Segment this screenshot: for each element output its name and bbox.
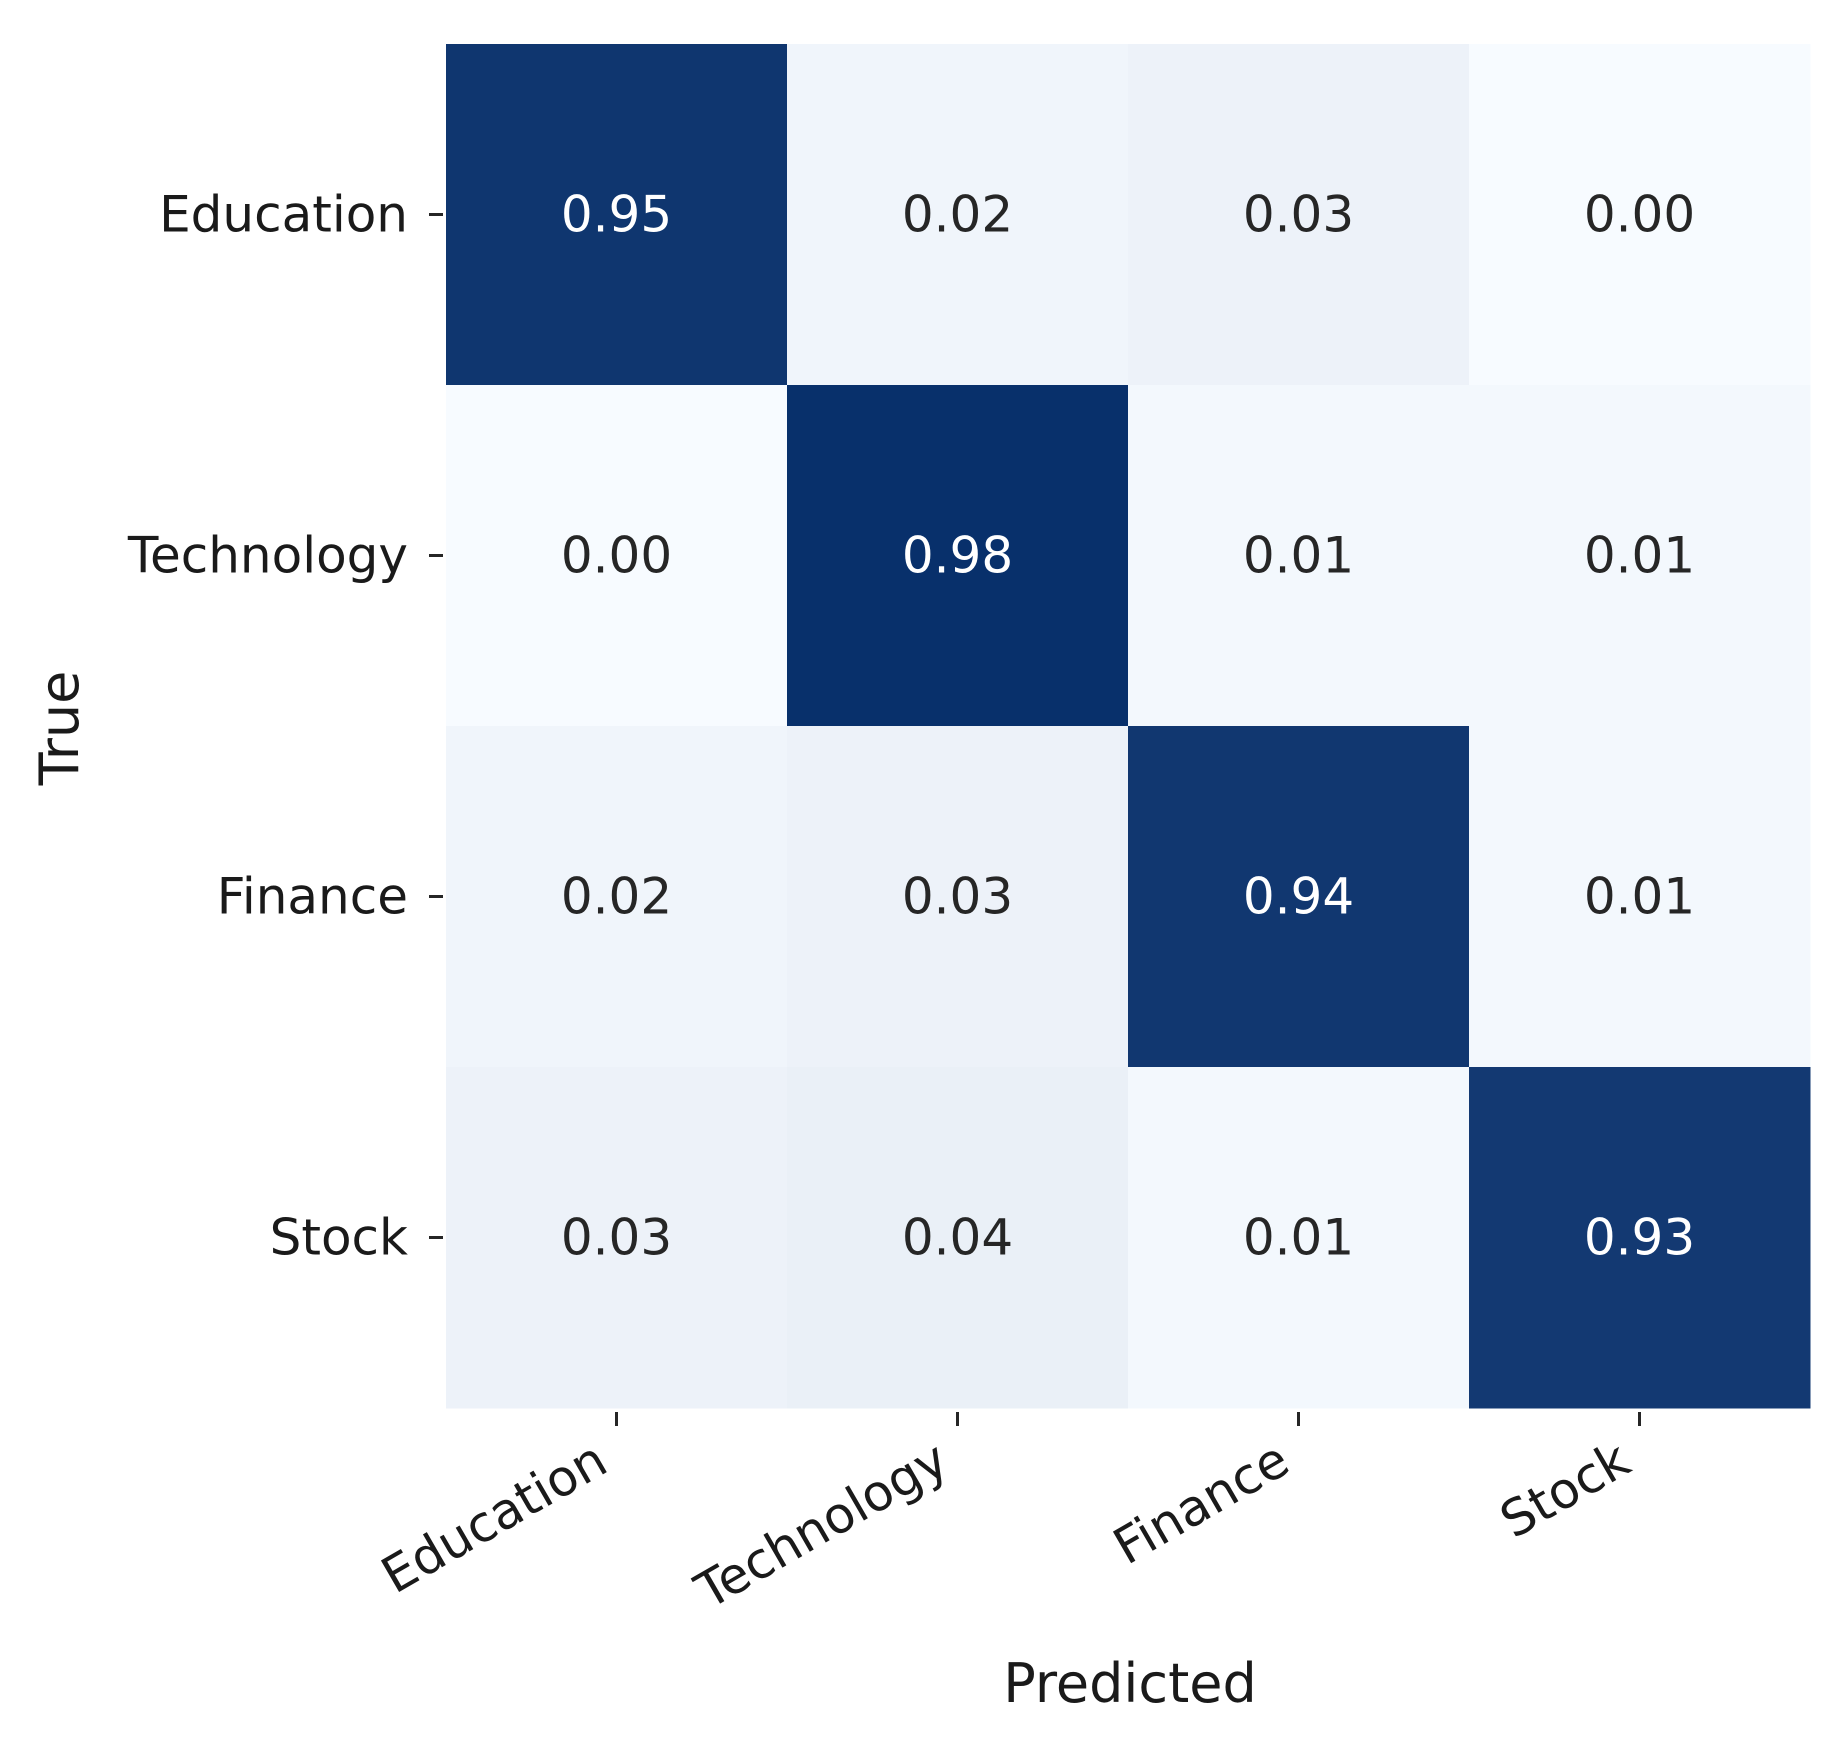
heatmap-cell [787,726,1129,1068]
x-axis-label: Predicted [1003,1652,1257,1715]
y-tick-label: Finance [217,868,408,926]
x-tick-label: Technology [685,1430,957,1621]
heatmap-cell [1128,1067,1470,1409]
cell-value-label: 0.01 [1243,527,1354,585]
cell-value-label: 0.00 [1584,186,1695,244]
heatmap-cell [446,385,788,727]
cell-value-label: 0.93 [1584,1209,1695,1267]
heatmap-cell [1469,726,1811,1068]
heatmap-cell [446,1067,788,1409]
cell-value-label: 0.01 [1243,1209,1354,1267]
heatmap-cell [1469,1067,1811,1409]
heatmap-cell [446,44,788,386]
cell-value-label: 0.02 [902,186,1013,244]
heatmap-cell [787,1067,1129,1409]
y-tick-label: Education [159,186,408,244]
heatmap-cell [787,44,1129,386]
y-tick-label: Technology [127,527,408,585]
cell-value-label: 0.00 [561,527,672,585]
heatmap-cell [1469,44,1811,386]
heatmap-cell [1469,385,1811,727]
cell-value-label: 0.98 [902,527,1013,585]
x-tick-label: Finance [1104,1430,1299,1576]
cell-value-label: 0.03 [561,1209,672,1267]
cell-value-label: 0.94 [1243,868,1354,926]
y-axis-label: True [28,671,91,787]
y-tick-label: Stock [270,1209,408,1267]
heatmap-cell [787,385,1129,727]
cell-value-label: 0.01 [1584,527,1695,585]
x-axis-ticks: Education Technology Finance Stock [372,1412,1641,1621]
heatmap-cells [446,44,1811,1409]
x-tick-label: Stock [1491,1430,1640,1549]
heatmap-cell-labels: 0.95 0.02 0.03 0.00 0.00 0.98 0.01 0.01 0.02 0.03… [561,186,1695,1267]
heatmap-cell [1128,44,1470,386]
cell-value-label: 0.01 [1584,868,1695,926]
heatmap-cell [1128,726,1470,1068]
x-tick-label: Education [372,1430,617,1605]
heatmap-cell [446,726,788,1068]
cell-value-label: 0.02 [561,868,672,926]
y-axis-ticks: Education Technology Finance Stock [127,186,443,1267]
cell-value-label: 0.95 [561,186,672,244]
cell-value-label: 0.03 [902,868,1013,926]
heatmap-cell [1128,385,1470,727]
cell-value-label: 0.04 [902,1209,1013,1267]
cell-value-label: 0.03 [1243,186,1354,244]
